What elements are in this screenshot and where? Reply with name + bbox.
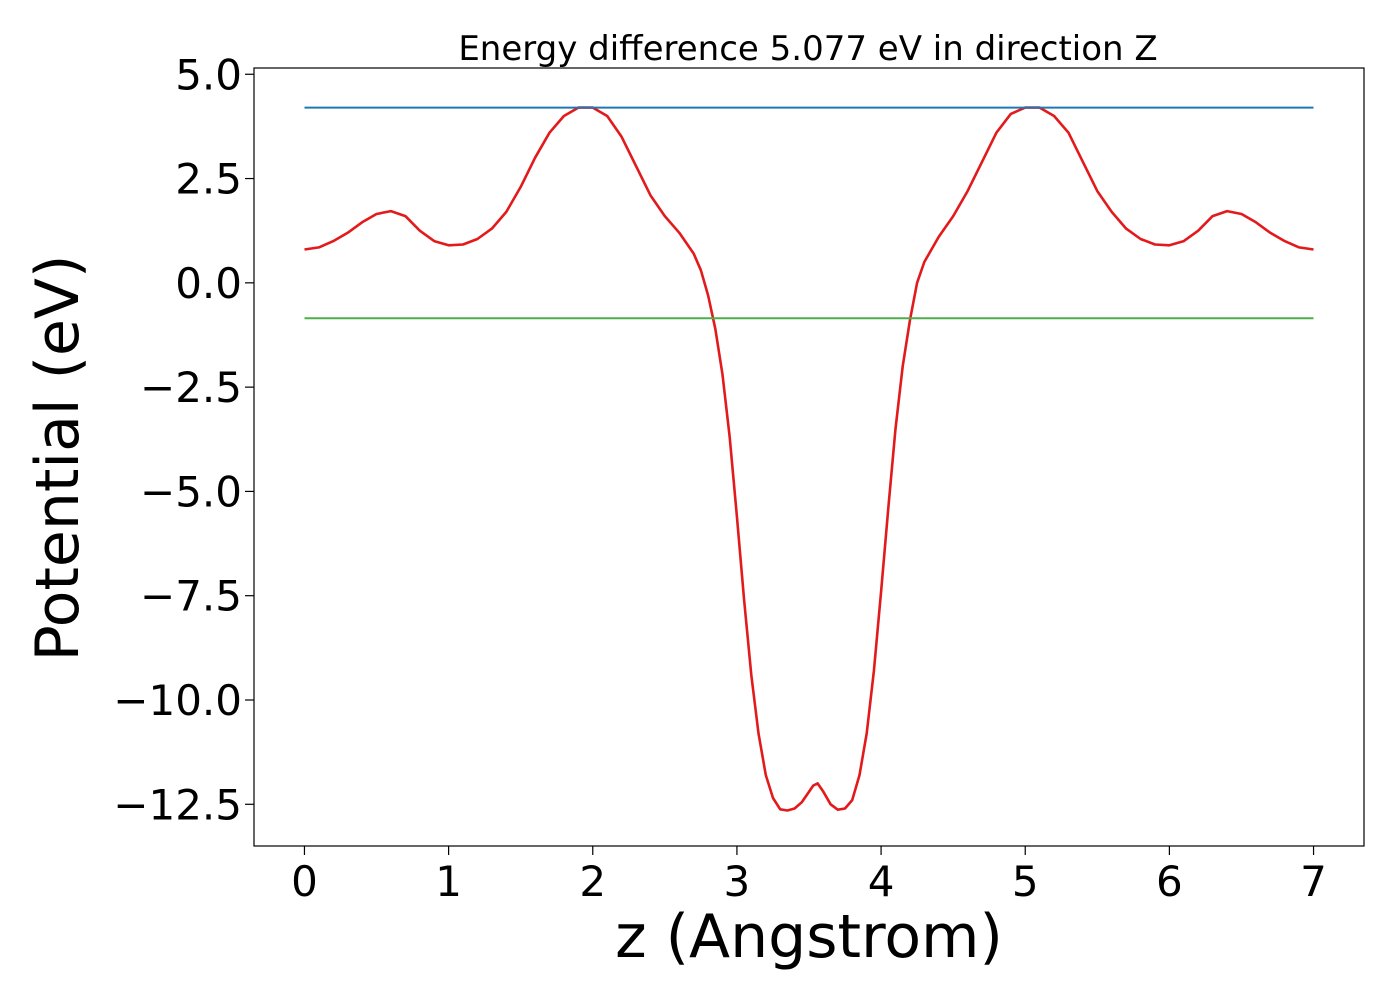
- y-tick-label: −2.5: [140, 363, 242, 412]
- y-tick-label: 5.0: [175, 50, 242, 99]
- x-tick-label: 3: [724, 857, 751, 906]
- y-tick-label: −10.0: [113, 676, 242, 725]
- x-tick-label: 4: [868, 857, 895, 906]
- potential-curve: [304, 106, 1314, 812]
- y-tick-label: −7.5: [140, 572, 242, 621]
- x-tick-label: 2: [579, 857, 606, 906]
- axes-frame: [253, 67, 1365, 847]
- x-tick-label: 6: [1156, 857, 1183, 906]
- y-tick-label: 2.5: [175, 155, 242, 204]
- chart-title: Energy difference 5.077 eV in direction …: [458, 29, 1157, 69]
- x-tick-label: 7: [1300, 857, 1327, 906]
- x-tick-label: 0: [291, 857, 318, 906]
- y-axis-label: Potential (eV): [23, 255, 93, 662]
- y-axis: 5.0 2.5 0.0 −2.5 −5.0 −7.5 −10.0 −12.5: [113, 50, 254, 829]
- y-tick-label: 0.0: [175, 259, 242, 308]
- y-tick-label: −12.5: [113, 780, 242, 829]
- plot-area: [304, 106, 1314, 812]
- x-tick-label: 5: [1012, 857, 1039, 906]
- y-tick-label: −5.0: [140, 467, 242, 516]
- x-axis-label: z (Angstrom): [615, 902, 1003, 972]
- x-axis: 0 1 2 3 4 5 6 7: [291, 846, 1327, 906]
- x-tick-label: 1: [435, 857, 462, 906]
